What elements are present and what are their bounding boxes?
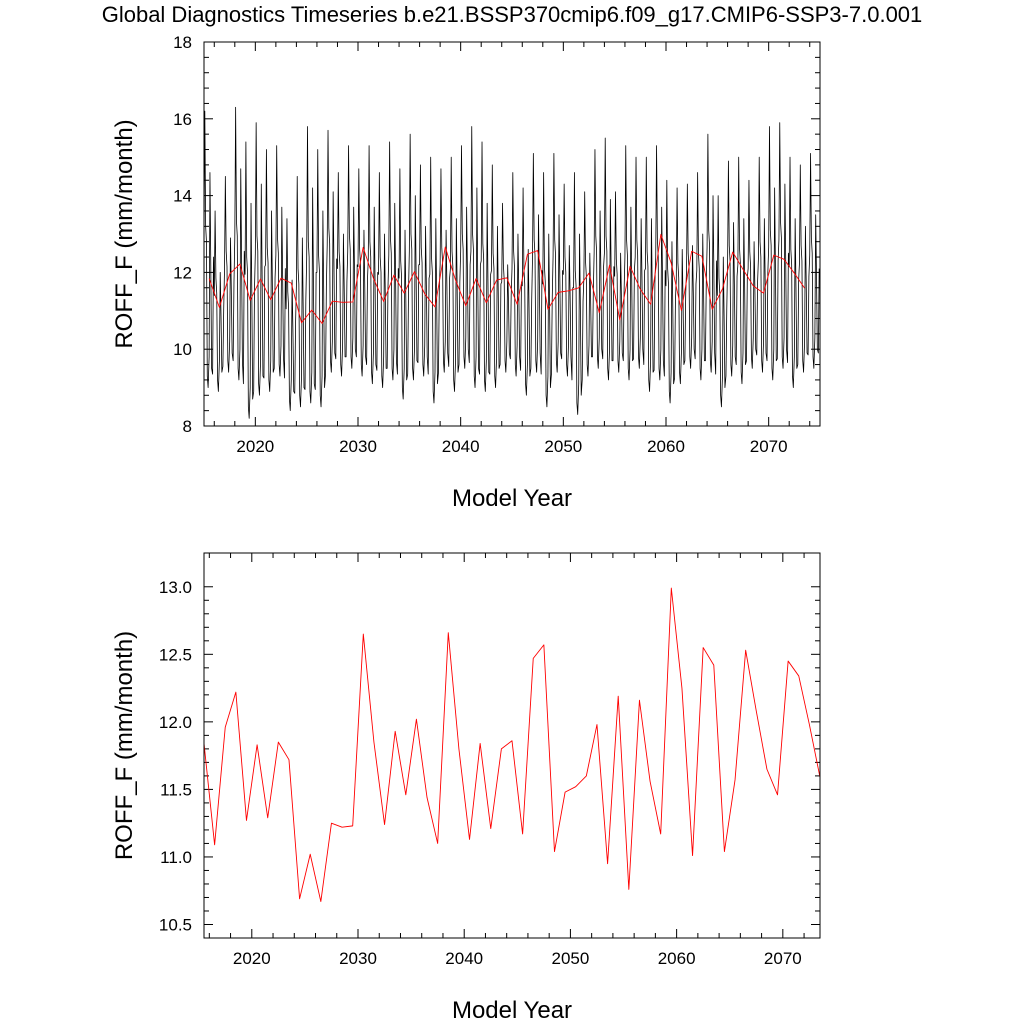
bottom-y-tick-label: 11.0 [160, 848, 192, 867]
top-y-tick-label: 18 [173, 33, 192, 52]
bottom-x-tick-label: 2040 [445, 949, 483, 968]
top-axis-labels: 2020 2030 2040 2050 2060 2070 8 10 12 14 16 18 Model… [111, 33, 788, 512]
top-x-axis-title: Model Year [452, 485, 572, 512]
bottom-y-tick-label: 10.5 [159, 915, 192, 934]
top-x-tick-label: 2050 [544, 437, 582, 456]
bottom-x-tick-label: 2020 [233, 949, 271, 968]
top-y-tick-label: 16 [173, 110, 192, 129]
top-timeseries-chart: 2020 2030 2040 2050 2060 2070 8 10 12 14 16 18 Model… [111, 33, 821, 512]
bottom-y-tick-label: 13.0 [159, 578, 192, 597]
bottom-y-axis-title: ROFF_F (mm/month) [111, 631, 138, 860]
bottom-y-tick-label: 11.5 [160, 780, 192, 799]
top-plot-frame [203, 41, 821, 427]
bottom-series-layer [204, 587, 820, 902]
top-x-tick-label: 2070 [750, 437, 788, 456]
top-series-layer [204, 106, 820, 419]
top-x-tick-label: 2040 [442, 437, 480, 456]
bottom-y-tick-label: 12.0 [159, 713, 192, 732]
top-y-tick-label: 14 [173, 187, 192, 206]
top-series-monthly-line [204, 106, 820, 419]
bottom-plot-frame [203, 552, 821, 939]
page-title: Global Diagnostics Timeseries b.e21.BSSP… [101, 2, 923, 27]
bottom-x-axis-title: Model Year [452, 997, 572, 1024]
bottom-annual-chart: 2020 2030 2040 2050 2060 2070 10.5 11.0 11.5 12.0… [111, 552, 821, 1024]
top-x-tick-label: 2060 [647, 437, 685, 456]
top-y-tick-label: 10 [173, 340, 192, 359]
top-y-tick-label: 8 [183, 417, 192, 436]
bottom-series-annual-line [204, 587, 820, 902]
bottom-x-tick-label: 2030 [339, 949, 377, 968]
bottom-x-tick-label: 2050 [551, 949, 589, 968]
top-y-tick-label: 12 [173, 263, 192, 282]
bottom-x-tick-label: 2060 [658, 949, 696, 968]
bottom-axis-ticks [204, 553, 820, 938]
top-series-annual-line [208, 233, 805, 324]
top-x-tick-label: 2030 [339, 437, 377, 456]
bottom-y-tick-label: 12.5 [159, 645, 192, 664]
bottom-x-tick-label: 2070 [764, 949, 802, 968]
top-y-axis-title: ROFF_F (mm/month) [111, 119, 138, 348]
bottom-axis-labels: 2020 2030 2040 2050 2060 2070 10.5 11.0 11.5 12.0… [111, 578, 802, 1024]
top-x-tick-label: 2020 [236, 437, 274, 456]
